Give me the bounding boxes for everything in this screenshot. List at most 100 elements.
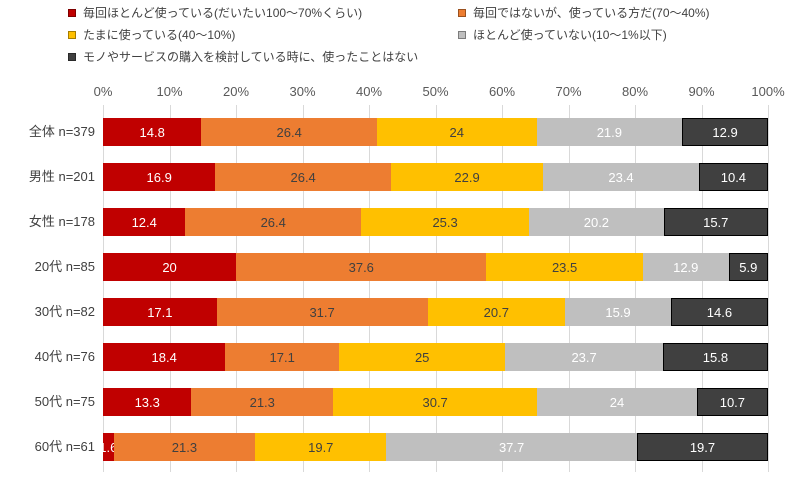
- bar-segment: 25.3: [361, 208, 530, 236]
- bar-value-label: 20.7: [483, 304, 509, 320]
- bar-segment: 15.7: [663, 208, 768, 236]
- bar-value-label: 30.7: [422, 394, 448, 410]
- bar-value-label: 14.8: [139, 124, 165, 140]
- bar-value-label: 26.4: [260, 214, 286, 230]
- axis-tick-label: 90%: [688, 84, 715, 99]
- bar-segment: 10.4: [698, 163, 768, 191]
- bar-value-label: 1.6: [103, 439, 114, 455]
- axis-tick-label: 60%: [488, 84, 516, 99]
- bar-segment: 19.7: [255, 433, 387, 461]
- bar-segment: 17.1: [103, 298, 217, 326]
- bar-value-label: 13.3: [134, 394, 160, 410]
- gridline: [768, 105, 769, 472]
- bar-segment: 26.4: [201, 118, 377, 146]
- bar-segment: 19.7: [636, 433, 768, 461]
- bar-value-label: 16.9: [146, 169, 172, 185]
- bar-segment: 22.9: [390, 163, 544, 191]
- bar-segment: 23.4: [543, 163, 699, 191]
- bar-value-label: 23.4: [608, 169, 634, 185]
- gridline: [103, 105, 104, 472]
- bar-segment: 1.6: [103, 433, 114, 461]
- axis-tick-label: 70%: [555, 84, 582, 99]
- bar-segment: 12.4: [103, 208, 186, 236]
- bar-value-label: 10.4: [720, 169, 747, 185]
- bar-segment: 21.3: [191, 388, 334, 416]
- gridline: [701, 105, 703, 472]
- bar-value-label: 15.8: [702, 349, 729, 365]
- bar-segment: 30.7: [333, 388, 538, 416]
- category-label: 男性 n=201: [28, 169, 95, 184]
- bar-value-label: 22.9: [454, 169, 480, 185]
- bar-segment: 20.7: [427, 298, 566, 326]
- legend-label: たまに使っている(40〜10%): [83, 28, 236, 42]
- stacked-bar-row: 14.8 26.4 24 21.9 12.9: [103, 118, 768, 146]
- bar-segment: 26.4: [185, 208, 361, 236]
- bar-value-label: 19.7: [308, 439, 334, 455]
- gridline: [568, 105, 570, 472]
- bar-value-label: 26.4: [290, 169, 316, 185]
- bar-segment: 37.6: [236, 253, 487, 281]
- gridline: [635, 105, 636, 472]
- axis-tick-label: 30%: [289, 84, 316, 99]
- bar-segment: 10.7: [696, 388, 768, 416]
- legend-label: 毎回ではないが、使っている方だ(70〜40%): [473, 6, 710, 20]
- legend-item: モノやサービスの購入を検討している時に、使ったことはない: [68, 50, 418, 65]
- bar-segment: 15.8: [662, 343, 768, 371]
- bar-value-label: 17.1: [269, 349, 295, 365]
- bar-value-label: 20.2: [583, 214, 610, 230]
- axis-tick-label: 10%: [156, 84, 183, 99]
- category-label: 30代 n=82: [34, 304, 95, 319]
- bar-segment: 24: [537, 388, 697, 416]
- legend-swatch-icon: [68, 53, 76, 61]
- bar-segment: 13.3: [103, 388, 192, 416]
- gridline: [302, 105, 304, 472]
- legend-label: ほとんど使っていない(10〜1%以下): [473, 28, 667, 42]
- gridline: [169, 105, 171, 472]
- bar-segment: 17.1: [225, 343, 340, 371]
- bar-value-label: 18.4: [151, 349, 177, 365]
- category-label: 女性 n=178: [28, 214, 95, 229]
- bar-value-label: 23.5: [551, 259, 578, 275]
- bar-segment: 31.7: [216, 298, 428, 326]
- bar-value-label: 19.7: [689, 439, 716, 455]
- bar-segment: 18.4: [103, 343, 226, 371]
- bar-segment: 37.7: [386, 433, 637, 461]
- axis-tick-label: 80%: [621, 84, 649, 99]
- bar-segment: 20: [103, 253, 237, 281]
- bar-value-label: 25: [414, 349, 430, 365]
- bar-value-label: 37.6: [348, 259, 374, 275]
- bar-segment: 25: [339, 343, 506, 371]
- bar-segment: 23.7: [505, 343, 663, 371]
- bar-value-label: 21.9: [596, 124, 623, 140]
- bar-value-label: 15.9: [605, 304, 631, 320]
- bar-value-label: 31.7: [309, 304, 335, 320]
- legend-swatch-icon: [68, 31, 76, 39]
- gridline: [369, 105, 370, 472]
- bar-segment: 12.9: [642, 253, 729, 281]
- legend-label: モノやサービスの購入を検討している時に、使ったことはない: [83, 50, 419, 64]
- stacked-bar-row: 18.4 17.1 25 23.7 15.8: [103, 343, 768, 371]
- bar-segment: 24: [376, 118, 537, 146]
- bar-value-label: 12.9: [712, 124, 738, 140]
- category-label: 全体 n=379: [28, 124, 95, 139]
- bar-value-label: 26.4: [276, 124, 302, 140]
- gridline: [435, 105, 437, 472]
- bar-value-label: 23.7: [571, 349, 597, 365]
- legend-swatch-icon: [458, 31, 466, 39]
- stacked-bar-row: 16.9 26.4 22.9 23.4 10.4: [103, 163, 768, 191]
- legend-swatch-icon: [68, 9, 76, 17]
- gridline: [502, 105, 503, 472]
- bar-value-label: 17.1: [147, 304, 173, 320]
- bar-segment: 14.6: [670, 298, 768, 326]
- bar-value-label: 12.9: [673, 259, 699, 275]
- axis-tick-label: 0%: [93, 84, 113, 99]
- category-label: 20代 n=85: [34, 259, 95, 274]
- axis-tick-label: 40%: [355, 84, 383, 99]
- legend-item: ほとんど使っていない(10〜1%以下): [458, 28, 667, 43]
- category-label: 50代 n=75: [34, 394, 95, 409]
- bar-value-label: 15.7: [703, 214, 729, 230]
- stacked-bar-row: 13.3 21.3 30.7 24 10.7: [103, 388, 768, 416]
- axis-tick-label: 50%: [422, 84, 449, 99]
- stacked-bar-row: 1.6 21.3 19.7 37.7 19.7: [103, 433, 768, 461]
